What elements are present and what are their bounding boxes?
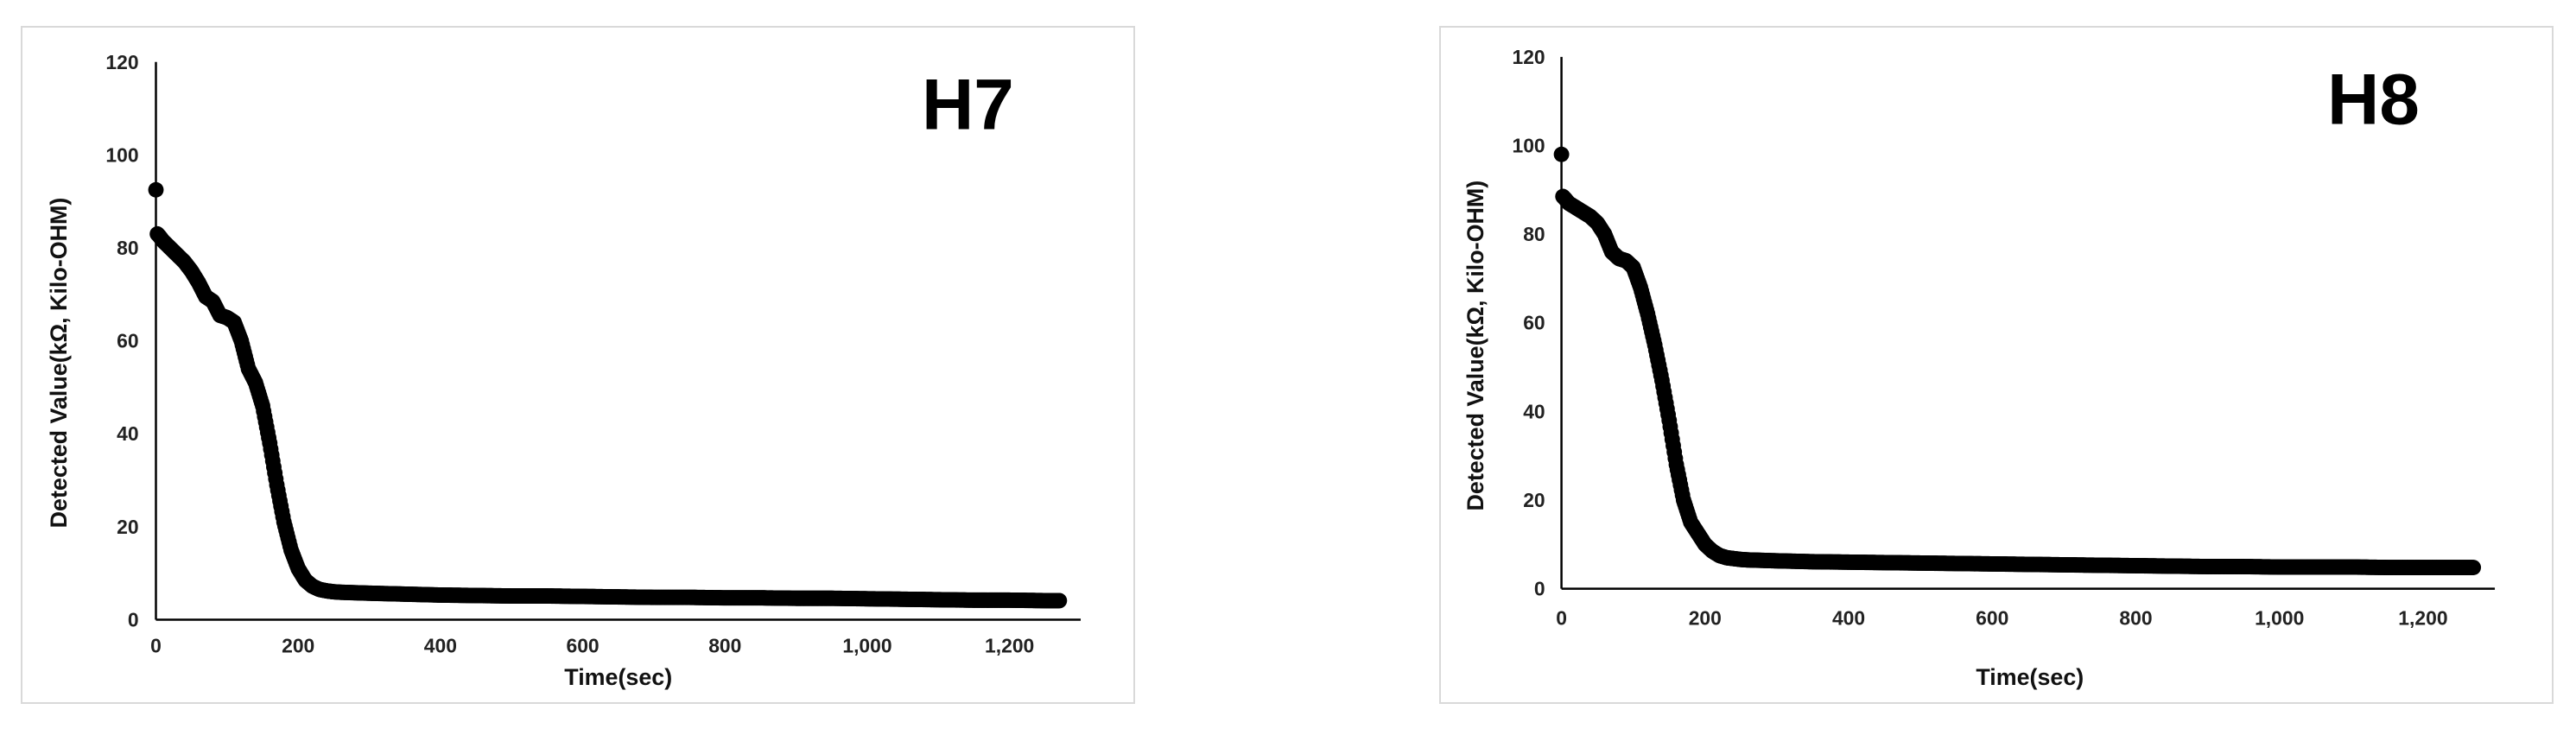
x-tick-label: 1,000 (2255, 606, 2304, 629)
chart-panel-h7: 0 20 40 60 80 100 120 0 200 400 600 800 1,000 1,200 … (21, 26, 1135, 704)
y-tick-label: 80 (1523, 223, 1545, 245)
x-tick-labels: 0 200 400 600 800 1,000 1,200 (1556, 606, 2447, 629)
x-tick-label: 1,200 (985, 634, 1034, 656)
data-points (148, 181, 1068, 609)
y-tick-labels: 0 20 40 60 80 100 120 (105, 51, 138, 631)
y-tick-label: 100 (105, 143, 138, 166)
x-tick-label: 1,000 (842, 634, 891, 656)
y-tick-label: 100 (1513, 134, 1545, 156)
chart-panel-h8: 0 20 40 60 80 100 120 0 200 400 600 800 1,000 1,200 … (1439, 26, 2554, 704)
x-tick-label: 800 (2119, 606, 2152, 629)
y-axis-title: Detected Value(kΩ, Kilo-OHM) (1462, 181, 1488, 511)
data-point (2465, 560, 2482, 575)
panel-label: H8 (2327, 58, 2420, 139)
x-tick-label: 0 (150, 634, 162, 656)
y-tick-label: 0 (128, 608, 139, 630)
data-point (1051, 592, 1068, 609)
x-axis-title: Time(sec) (564, 664, 672, 690)
y-tick-label: 120 (105, 51, 138, 73)
y-tick-label: 40 (1523, 400, 1545, 422)
y-tick-label: 20 (117, 516, 138, 538)
y-tick-label: 120 (1513, 46, 1545, 68)
x-tick-label: 600 (1976, 606, 2008, 629)
y-tick-label: 0 (1534, 578, 1545, 600)
x-tick-label: 400 (1832, 606, 1865, 629)
y-tick-label: 40 (117, 422, 138, 445)
y-tick-label: 60 (1523, 312, 1545, 334)
x-tick-label: 0 (1556, 606, 1567, 629)
panel-label: H7 (922, 63, 1014, 144)
x-tick-label: 800 (708, 634, 741, 656)
y-tick-label: 80 (117, 237, 138, 259)
x-tick-label: 400 (424, 634, 457, 656)
x-tick-labels: 0 200 400 600 800 1,000 1,200 (150, 634, 1034, 656)
x-tick-label: 200 (282, 634, 314, 656)
x-tick-label: 600 (567, 634, 600, 656)
x-tick-label: 1,200 (2398, 606, 2447, 629)
y-tick-label: 60 (117, 330, 138, 352)
y-tick-labels: 0 20 40 60 80 100 120 (1513, 46, 1545, 600)
data-points (1553, 146, 2482, 575)
x-axis-title: Time(sec) (1976, 664, 2084, 690)
y-axis-title: Detected Value(kΩ, Kilo-OHM) (46, 198, 72, 529)
x-tick-label: 200 (1689, 606, 1722, 629)
y-tick-label: 20 (1523, 489, 1545, 511)
